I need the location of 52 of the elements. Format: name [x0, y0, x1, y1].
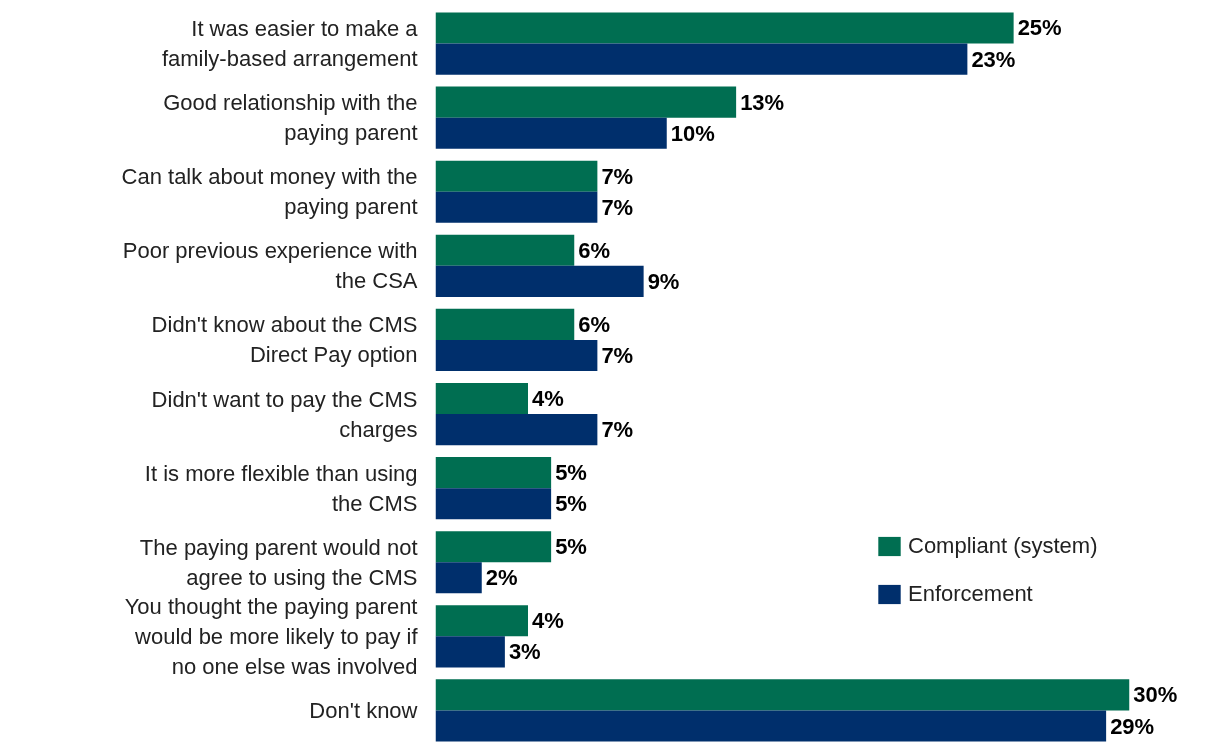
legend-label: Enforcement	[908, 581, 1033, 607]
bar	[435, 457, 552, 489]
data-label: 5%	[555, 491, 587, 517]
bar	[435, 636, 505, 668]
data-label: 5%	[555, 534, 587, 560]
data-label: 2%	[485, 565, 518, 591]
bar	[435, 265, 644, 297]
bar	[435, 86, 737, 118]
bar	[435, 710, 1107, 742]
bar	[435, 531, 552, 563]
data-label: 7%	[601, 343, 634, 369]
data-label: 9%	[647, 268, 680, 294]
bar	[435, 12, 1014, 44]
bar	[435, 605, 528, 637]
y-tick-label: You thought the paying parent would be more likely to pay if no one else was involved	[124, 593, 419, 679]
bar	[435, 679, 1130, 711]
bar	[435, 488, 552, 520]
data-label: 7%	[601, 417, 634, 443]
bar	[435, 43, 968, 75]
y-tick-label: It was easier to make a family-based arrangement	[161, 16, 419, 72]
y-tick-label: Didn't know about the CMS Direct Pay option	[151, 312, 418, 368]
y-tick-label: Don't know	[309, 697, 418, 723]
bar	[435, 562, 482, 594]
data-label: 30%	[1133, 682, 1178, 708]
data-label: 29%	[1110, 713, 1155, 739]
bar	[435, 191, 598, 223]
bar	[435, 382, 528, 415]
bar	[435, 414, 598, 446]
data-label: 7%	[601, 163, 634, 189]
y-tick-label: Can talk about money with the paying parent	[121, 164, 418, 220]
data-label: 23%	[971, 46, 1016, 72]
bar	[435, 339, 598, 372]
y-tick-label: It is more flexible than using the CMS	[144, 460, 418, 516]
data-label: 5%	[555, 460, 587, 486]
data-label: 3%	[508, 639, 541, 665]
data-label: 4%	[532, 385, 564, 411]
data-label: 6%	[578, 311, 611, 337]
y-tick-label: Didn't want to pay the CMS charges	[151, 386, 418, 442]
data-label: 13%	[740, 89, 785, 115]
legend-label: Compliant (system)	[908, 533, 1098, 559]
y-tick-label: Good relationship with the paying parent	[163, 90, 418, 146]
bar	[435, 117, 667, 149]
y-tick-label: The paying parent would not agree to using the CMS	[139, 534, 418, 590]
bar	[435, 308, 575, 340]
bar	[435, 160, 598, 192]
data-label: 4%	[532, 608, 564, 634]
data-label: 10%	[670, 120, 715, 146]
data-label: 25%	[1017, 15, 1062, 41]
data-label: 6%	[578, 237, 611, 263]
y-tick-label: Poor previous experience with the CSA	[122, 238, 418, 294]
bar	[435, 234, 575, 266]
data-label: 7%	[601, 194, 634, 220]
